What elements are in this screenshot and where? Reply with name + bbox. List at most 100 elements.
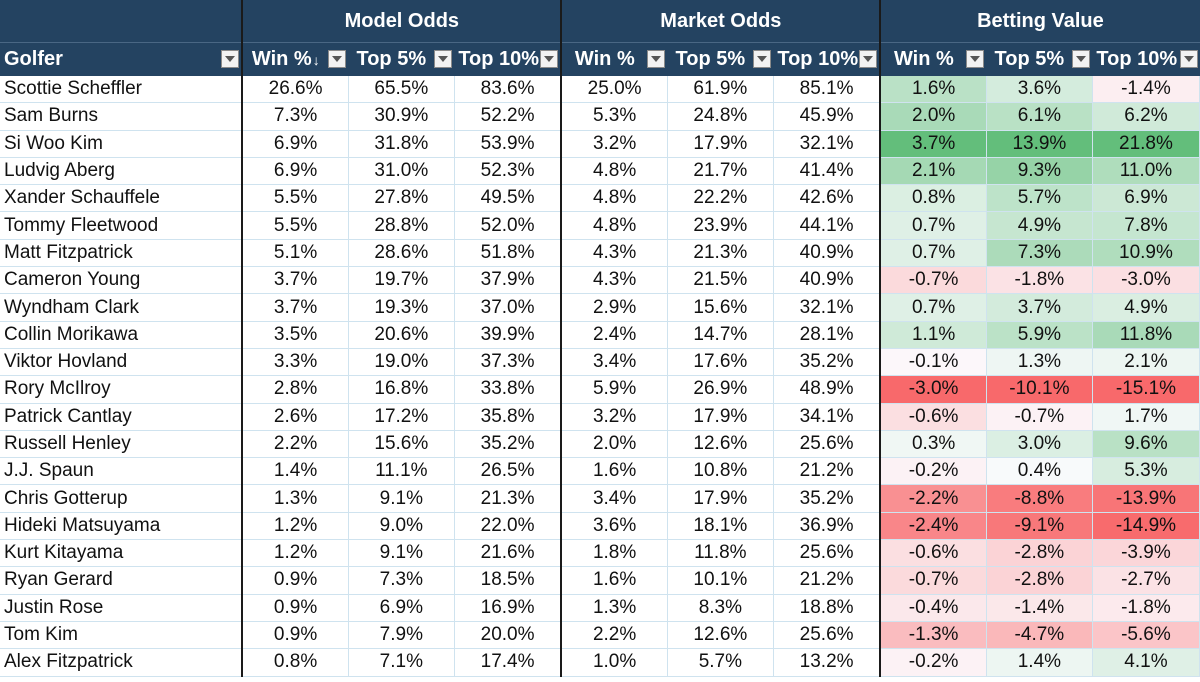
cell-golfer[interactable]: Sam Burns xyxy=(0,102,244,131)
cell-market-top10[interactable]: 32.1% xyxy=(773,130,881,158)
cell-model-top10[interactable]: 37.9% xyxy=(454,266,562,295)
cell-value-top5[interactable]: 6.1% xyxy=(986,102,1093,131)
cell-value-win[interactable]: -3.0% xyxy=(879,375,987,404)
filter-dropdown-icon[interactable] xyxy=(221,50,240,68)
cell-model-top10[interactable]: 37.0% xyxy=(454,293,562,322)
cell-market-top10[interactable]: 85.1% xyxy=(773,76,881,104)
cell-market-win[interactable]: 4.8% xyxy=(560,211,668,240)
cell-golfer[interactable]: Patrick Cantlay xyxy=(0,403,244,431)
cell-model-win[interactable]: 5.5% xyxy=(242,184,349,213)
cell-golfer[interactable]: Collin Morikawa xyxy=(0,321,244,349)
cell-market-win[interactable]: 2.9% xyxy=(560,293,668,322)
cell-value-top5[interactable]: -4.7% xyxy=(986,621,1093,650)
cell-market-win[interactable]: 3.4% xyxy=(560,348,668,377)
cell-golfer[interactable]: Matt Fitzpatrick xyxy=(0,239,244,268)
cell-golfer[interactable]: Alex Fitzpatrick xyxy=(0,648,244,677)
cell-model-top10[interactable]: 52.0% xyxy=(454,211,562,240)
cell-model-top10[interactable]: 35.8% xyxy=(454,403,562,431)
cell-model-top5[interactable]: 27.8% xyxy=(348,184,455,213)
cell-value-top5[interactable]: -0.7% xyxy=(986,403,1093,431)
cell-model-win[interactable]: 5.1% xyxy=(242,239,349,268)
cell-market-top5[interactable]: 12.6% xyxy=(667,430,774,459)
cell-market-top5[interactable]: 10.1% xyxy=(667,566,774,595)
cell-value-win[interactable]: -2.4% xyxy=(879,512,987,541)
cell-market-top5[interactable]: 17.9% xyxy=(667,403,774,431)
cell-market-top10[interactable]: 13.2% xyxy=(773,648,881,677)
cell-value-top10[interactable]: 1.7% xyxy=(1092,403,1200,431)
cell-model-top10[interactable]: 22.0% xyxy=(454,512,562,541)
cell-model-win[interactable]: 0.9% xyxy=(242,594,349,622)
cell-model-win[interactable]: 1.3% xyxy=(242,484,349,513)
cell-value-top10[interactable]: -15.1% xyxy=(1092,375,1200,404)
cell-model-top10[interactable]: 33.8% xyxy=(454,375,562,404)
cell-market-top10[interactable]: 45.9% xyxy=(773,102,881,131)
cell-model-win[interactable]: 26.6% xyxy=(242,76,349,104)
cell-model-top10[interactable]: 20.0% xyxy=(454,621,562,650)
cell-value-top10[interactable]: 11.0% xyxy=(1092,157,1200,186)
cell-model-top5[interactable]: 7.1% xyxy=(348,648,455,677)
cell-market-top5[interactable]: 61.9% xyxy=(667,76,774,104)
cell-market-top5[interactable]: 24.8% xyxy=(667,102,774,131)
filter-dropdown-icon[interactable] xyxy=(434,50,453,68)
cell-market-win[interactable]: 3.4% xyxy=(560,484,668,513)
cell-golfer[interactable]: Wyndham Clark xyxy=(0,293,244,322)
cell-model-top5[interactable]: 16.8% xyxy=(348,375,455,404)
cell-value-win[interactable]: -0.1% xyxy=(879,348,987,377)
cell-market-top5[interactable]: 15.6% xyxy=(667,293,774,322)
cell-value-top5[interactable]: -1.8% xyxy=(986,266,1093,295)
cell-market-top10[interactable]: 21.2% xyxy=(773,566,881,595)
cell-value-win[interactable]: -0.7% xyxy=(879,566,987,595)
cell-market-top10[interactable]: 32.1% xyxy=(773,293,881,322)
cell-value-win[interactable]: 3.7% xyxy=(879,130,987,158)
cell-model-top5[interactable]: 28.8% xyxy=(348,211,455,240)
cell-market-top5[interactable]: 18.1% xyxy=(667,512,774,541)
cell-value-top10[interactable]: 11.8% xyxy=(1092,321,1200,349)
cell-golfer[interactable]: Ludvig Aberg xyxy=(0,157,244,186)
cell-model-win[interactable]: 3.7% xyxy=(242,293,349,322)
cell-model-top10[interactable]: 83.6% xyxy=(454,76,562,104)
cell-golfer[interactable]: Hideki Matsuyama xyxy=(0,512,244,541)
cell-model-win[interactable]: 7.3% xyxy=(242,102,349,131)
cell-market-top5[interactable]: 11.8% xyxy=(667,539,774,568)
cell-model-top10[interactable]: 52.2% xyxy=(454,102,562,131)
cell-market-top10[interactable]: 34.1% xyxy=(773,403,881,431)
cell-market-win[interactable]: 4.8% xyxy=(560,184,668,213)
cell-model-top5[interactable]: 30.9% xyxy=(348,102,455,131)
cell-market-win[interactable]: 2.0% xyxy=(560,430,668,459)
cell-value-top5[interactable]: 9.3% xyxy=(986,157,1093,186)
cell-market-win[interactable]: 4.3% xyxy=(560,266,668,295)
cell-value-top5[interactable]: -1.4% xyxy=(986,594,1093,622)
cell-model-top5[interactable]: 15.6% xyxy=(348,430,455,459)
cell-model-win[interactable]: 1.2% xyxy=(242,512,349,541)
cell-value-win[interactable]: -0.6% xyxy=(879,539,987,568)
cell-value-top5[interactable]: 0.4% xyxy=(986,457,1093,486)
cell-market-top10[interactable]: 25.6% xyxy=(773,539,881,568)
cell-model-top10[interactable]: 21.3% xyxy=(454,484,562,513)
cell-value-top10[interactable]: 6.9% xyxy=(1092,184,1200,213)
cell-market-win[interactable]: 3.6% xyxy=(560,512,668,541)
cell-model-win[interactable]: 0.8% xyxy=(242,648,349,677)
cell-market-win[interactable]: 1.6% xyxy=(560,566,668,595)
cell-model-win[interactable]: 2.2% xyxy=(242,430,349,459)
cell-market-top5[interactable]: 22.2% xyxy=(667,184,774,213)
cell-value-top5[interactable]: 3.0% xyxy=(986,430,1093,459)
cell-model-top5[interactable]: 19.7% xyxy=(348,266,455,295)
cell-value-win[interactable]: -0.2% xyxy=(879,457,987,486)
cell-value-top10[interactable]: 7.8% xyxy=(1092,211,1200,240)
cell-model-top10[interactable]: 51.8% xyxy=(454,239,562,268)
cell-value-top5[interactable]: -9.1% xyxy=(986,512,1093,541)
cell-value-top5[interactable]: -2.8% xyxy=(986,539,1093,568)
cell-market-win[interactable]: 25.0% xyxy=(560,76,668,104)
cell-market-win[interactable]: 2.2% xyxy=(560,621,668,650)
cell-market-top10[interactable]: 48.9% xyxy=(773,375,881,404)
cell-model-top5[interactable]: 7.9% xyxy=(348,621,455,650)
cell-model-top5[interactable]: 9.0% xyxy=(348,512,455,541)
cell-golfer[interactable]: Justin Rose xyxy=(0,594,244,622)
cell-model-top10[interactable]: 49.5% xyxy=(454,184,562,213)
cell-model-top5[interactable]: 28.6% xyxy=(348,239,455,268)
cell-value-win[interactable]: 0.8% xyxy=(879,184,987,213)
cell-market-win[interactable]: 1.3% xyxy=(560,594,668,622)
cell-value-top10[interactable]: 2.1% xyxy=(1092,348,1200,377)
cell-model-top5[interactable]: 19.0% xyxy=(348,348,455,377)
cell-model-top10[interactable]: 52.3% xyxy=(454,157,562,186)
